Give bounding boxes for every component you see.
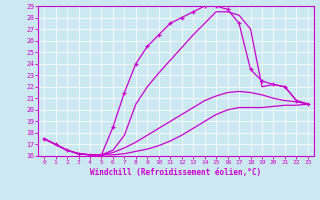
- X-axis label: Windchill (Refroidissement éolien,°C): Windchill (Refroidissement éolien,°C): [91, 168, 261, 177]
